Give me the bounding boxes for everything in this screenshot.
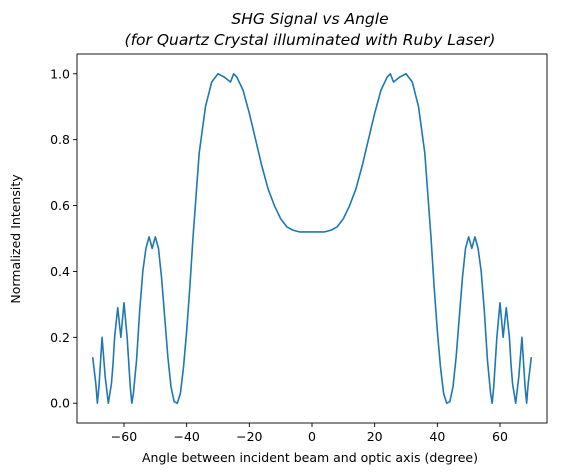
y-tick-label: 0.8 xyxy=(50,132,70,147)
series-line-0 xyxy=(91,72,533,405)
y-axis-label: Normalized Intensity xyxy=(8,174,23,304)
x-tick-label: −40 xyxy=(173,429,199,444)
x-axis-label: Angle between incident beam and optic ax… xyxy=(142,450,478,465)
y-tick-label: 0.2 xyxy=(50,330,70,345)
y-tick-label: 0.4 xyxy=(50,264,70,279)
plot-frame xyxy=(76,53,548,424)
x-tick-label: −60 xyxy=(111,429,137,444)
x-tick-label: 60 xyxy=(492,429,508,444)
y-tick-label: 1.0 xyxy=(50,66,70,81)
x-tick-label: 0 xyxy=(308,429,316,444)
x-tick-label: 40 xyxy=(429,429,445,444)
x-tick-label: 20 xyxy=(367,429,383,444)
plot-area: −60 −40 −20 0 20 40 60 0.0 0.2 0.4 0.6 0.8 1.0 xyxy=(50,53,548,444)
chart-subtitle: (for Quartz Crystal illuminated with Rub… xyxy=(125,31,496,49)
chart-title: SHG Signal vs Angle xyxy=(231,10,388,28)
y-tick-label: 0.6 xyxy=(50,198,70,213)
y-tick-label: 0.0 xyxy=(50,396,70,411)
x-tick-label: −20 xyxy=(236,429,262,444)
